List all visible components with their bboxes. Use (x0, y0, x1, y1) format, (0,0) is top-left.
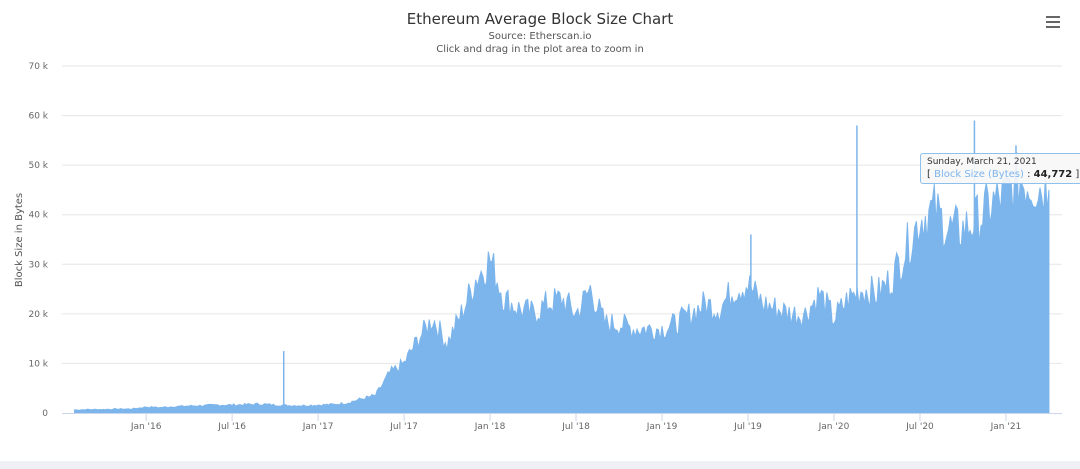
tooltip-series: Block Size (Bytes) (934, 169, 1024, 180)
x-tick-label: Jan '20 (818, 422, 850, 432)
y-tick-label: 0 (42, 409, 48, 419)
x-tick-label: Jul '18 (561, 422, 590, 432)
y-tick-label: 20 k (28, 310, 48, 320)
zoom-hint: Click and drag in the plot area to zoom … (436, 44, 644, 55)
tooltip-value: 44,772 (1033, 169, 1073, 180)
x-tick-label: Jan '19 (646, 422, 678, 432)
y-axis-label: Block Size in Bytes (14, 193, 25, 287)
x-tick-label: Jul '17 (389, 422, 418, 432)
x-tick-label: Jul '20 (905, 422, 934, 432)
footer-bar (0, 461, 1080, 469)
x-tick-label: Jan '21 (990, 422, 1022, 432)
x-tick-label: Jan '16 (130, 422, 162, 432)
x-tick-label: Jan '17 (302, 422, 334, 432)
y-tick-label: 30 k (28, 260, 48, 270)
y-tick-label: 50 k (28, 161, 48, 171)
y-tick-label: 70 k (28, 62, 48, 72)
tooltip: Sunday, March 21, 2021 [ Block Size (Byt… (920, 153, 1080, 184)
hamburger-menu-icon[interactable] (1046, 16, 1060, 28)
x-tick-label: Jan '18 (474, 422, 506, 432)
y-tick-label: 60 k (28, 112, 48, 122)
y-tick-label: 10 k (28, 359, 48, 369)
y-tick-label: 40 k (28, 211, 48, 221)
chart-subtitle: Source: Etherscan.io (488, 31, 592, 42)
x-tick-label: Jul '19 (733, 422, 762, 432)
tooltip-date: Sunday, March 21, 2021 (927, 157, 1037, 167)
area-series-block-size (74, 152, 1050, 414)
chart-title: Ethereum Average Block Size Chart (406, 10, 674, 28)
x-tick-label: Jul '16 (217, 422, 246, 432)
